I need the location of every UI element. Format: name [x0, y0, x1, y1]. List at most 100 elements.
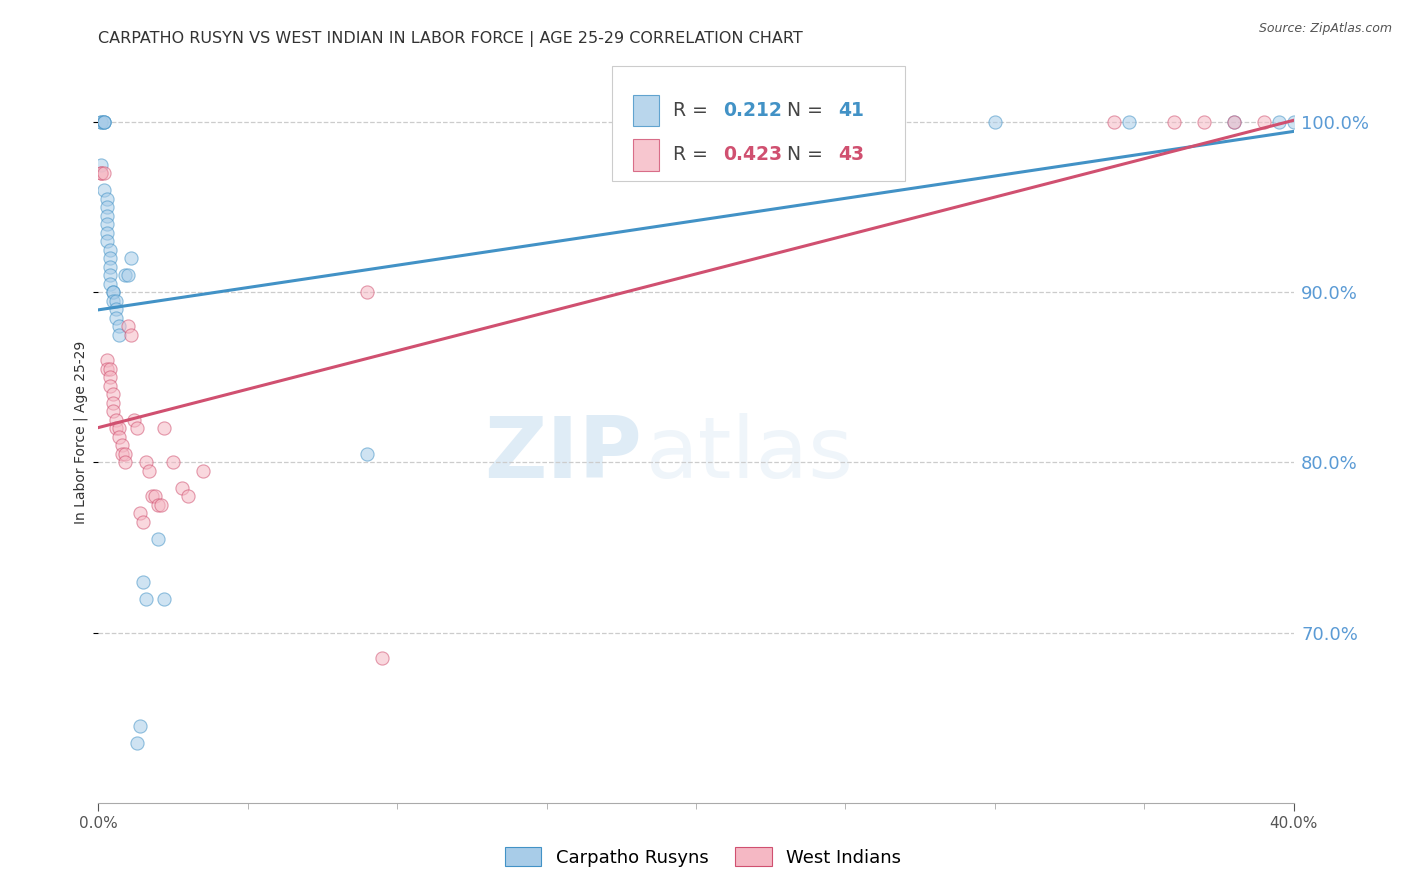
Text: 0.423: 0.423: [724, 145, 783, 164]
Point: [98, 268, 122, 283]
Point: [132, 515, 155, 529]
Point: [111, 447, 134, 461]
Text: 41: 41: [838, 101, 865, 120]
Point: [141, 490, 163, 504]
FancyBboxPatch shape: [633, 95, 659, 126]
Point: [90, 166, 112, 180]
Point: [143, 490, 166, 504]
Point: [103, 387, 125, 401]
Point: [120, 327, 142, 342]
Point: [1267, 115, 1289, 129]
Point: [132, 574, 155, 589]
Point: [127, 736, 149, 750]
Point: [98, 370, 122, 384]
Point: [98, 361, 122, 376]
Point: [117, 319, 139, 334]
Point: [96, 353, 118, 368]
Point: [162, 455, 184, 469]
Point: [103, 396, 125, 410]
Point: [356, 285, 378, 300]
Point: [105, 302, 128, 317]
Point: [90, 166, 112, 180]
Point: [1163, 115, 1185, 129]
Point: [1282, 115, 1305, 129]
Point: [150, 498, 173, 512]
Point: [105, 421, 128, 435]
Point: [108, 319, 131, 334]
Point: [1253, 115, 1275, 129]
Text: N =: N =: [787, 101, 828, 120]
Point: [114, 455, 136, 469]
Point: [96, 234, 118, 248]
Point: [148, 498, 170, 512]
Y-axis label: In Labor Force | Age 25-29: In Labor Force | Age 25-29: [73, 341, 89, 524]
Point: [1223, 115, 1246, 129]
Point: [114, 268, 136, 283]
Text: ZIP: ZIP: [485, 413, 643, 496]
Legend: Carpatho Rusyns, West Indians: Carpatho Rusyns, West Indians: [498, 840, 908, 874]
Point: [90, 115, 112, 129]
Point: [148, 532, 170, 546]
Point: [98, 243, 122, 257]
Point: [135, 455, 157, 469]
Point: [96, 209, 118, 223]
Point: [356, 447, 378, 461]
Text: R =: R =: [673, 101, 714, 120]
Point: [93, 183, 115, 197]
Point: [93, 115, 115, 129]
Point: [98, 260, 122, 274]
Text: 0.212: 0.212: [724, 101, 782, 120]
Point: [191, 464, 214, 478]
Point: [177, 490, 200, 504]
Point: [984, 115, 1007, 129]
Text: R =: R =: [673, 145, 714, 164]
Point: [120, 251, 142, 265]
Point: [114, 447, 136, 461]
FancyBboxPatch shape: [613, 66, 905, 181]
Point: [93, 166, 115, 180]
Point: [90, 115, 112, 129]
Point: [108, 421, 131, 435]
Point: [105, 413, 128, 427]
Point: [93, 115, 115, 129]
Point: [153, 591, 176, 606]
Point: [1223, 115, 1246, 129]
Point: [124, 413, 146, 427]
Point: [127, 421, 149, 435]
Point: [371, 651, 394, 665]
Point: [108, 327, 131, 342]
Point: [96, 192, 118, 206]
Point: [129, 719, 152, 733]
Point: [96, 226, 118, 240]
Point: [96, 200, 118, 214]
Point: [108, 430, 131, 444]
Point: [1192, 115, 1215, 129]
Point: [103, 293, 125, 308]
Point: [172, 481, 194, 495]
Point: [103, 285, 125, 300]
Point: [96, 361, 118, 376]
Text: CARPATHO RUSYN VS WEST INDIAN IN LABOR FORCE | AGE 25-29 CORRELATION CHART: CARPATHO RUSYN VS WEST INDIAN IN LABOR F…: [98, 31, 803, 47]
Point: [103, 404, 125, 418]
Point: [117, 268, 139, 283]
Point: [93, 115, 115, 129]
Point: [138, 464, 160, 478]
Point: [105, 293, 128, 308]
Point: [1104, 115, 1126, 129]
Point: [135, 591, 157, 606]
Point: [153, 421, 176, 435]
Text: Source: ZipAtlas.com: Source: ZipAtlas.com: [1258, 22, 1392, 36]
FancyBboxPatch shape: [633, 139, 659, 170]
Point: [129, 507, 152, 521]
Point: [90, 157, 112, 171]
Point: [1118, 115, 1140, 129]
Text: 43: 43: [838, 145, 865, 164]
Point: [105, 310, 128, 325]
Point: [98, 379, 122, 393]
Point: [96, 217, 118, 231]
Text: N =: N =: [787, 145, 828, 164]
Point: [103, 285, 125, 300]
Point: [98, 251, 122, 265]
Text: atlas: atlas: [645, 413, 853, 496]
Point: [98, 277, 122, 291]
